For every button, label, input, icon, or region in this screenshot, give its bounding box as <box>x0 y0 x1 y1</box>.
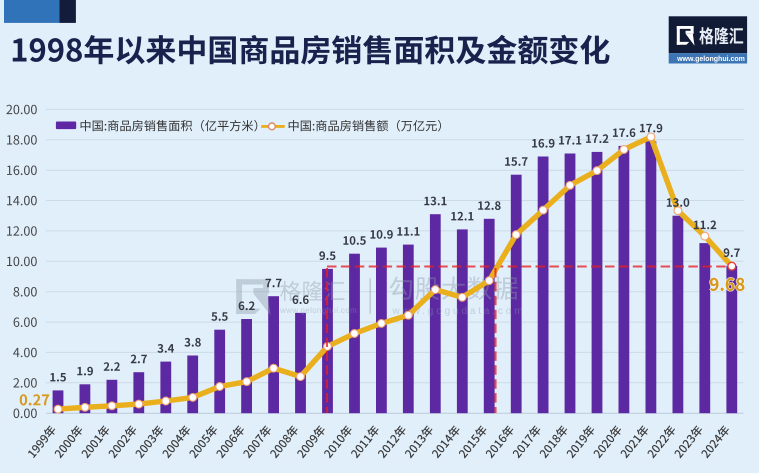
svg-text:www.gelonghui.com: www.gelonghui.com <box>279 306 357 315</box>
svg-text:www.gelonghui.com: www.gelonghui.com <box>676 56 745 63</box>
svg-text:www.gogudata.com: www.gogudata.com <box>392 306 526 317</box>
